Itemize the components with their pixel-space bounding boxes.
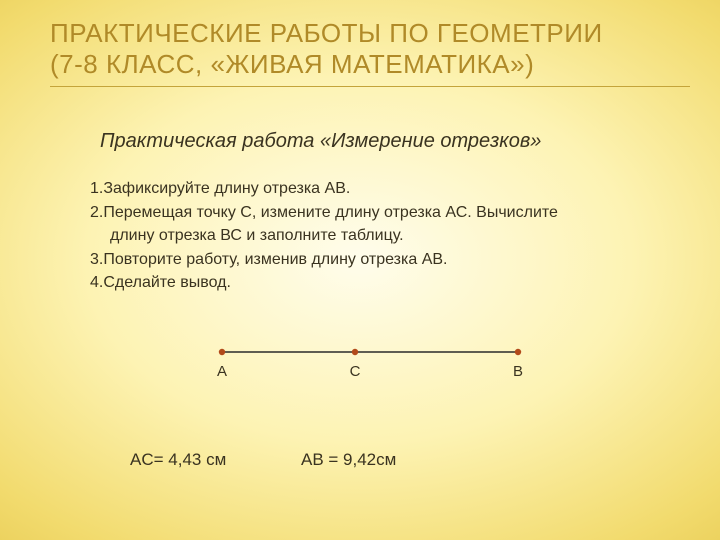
measure-ac: AC= 4,43 см xyxy=(130,450,226,469)
step-1: 1.Зафиксируйте длину отрезка АВ. xyxy=(90,178,640,200)
step-3: 3.Повторите работу, изменив длину отрезк… xyxy=(90,249,640,271)
point-b xyxy=(515,349,521,355)
point-c xyxy=(352,349,358,355)
label-c: C xyxy=(350,363,361,380)
slide-title: ПРАКТИЧЕСКИЕ РАБОТЫ ПО ГЕОМЕТРИИ (7-8 КЛ… xyxy=(50,18,690,80)
step-2: 2.Перемещая точку С, измените длину отре… xyxy=(90,202,640,224)
instructions-list: 1.Зафиксируйте длину отрезка АВ. 2.Перем… xyxy=(90,178,640,296)
segment-diagram: A C B xyxy=(210,336,530,396)
measure-ab: AB = 9,42см xyxy=(301,450,396,469)
step-4: 4.Сделайте вывод. xyxy=(90,272,640,294)
title-line-1: ПРАКТИЧЕСКИЕ РАБОТЫ ПО ГЕОМЕТРИИ xyxy=(50,18,690,49)
slide: ПРАКТИЧЕСКИЕ РАБОТЫ ПО ГЕОМЕТРИИ (7-8 КЛ… xyxy=(0,0,720,540)
measurements: AC= 4,43 см AB = 9,42см xyxy=(130,450,466,470)
label-a: A xyxy=(217,363,227,380)
step-2-cont: длину отрезка ВС и заполните таблицу. xyxy=(110,225,640,247)
point-a xyxy=(219,349,225,355)
subtitle: Практическая работа «Измерение отрезков» xyxy=(100,130,660,153)
title-line-2: (7-8 КЛАСС, «ЖИВАЯ МАТЕМАТИКА») xyxy=(50,49,690,80)
title-underline xyxy=(50,86,690,87)
label-b: B xyxy=(513,363,523,380)
